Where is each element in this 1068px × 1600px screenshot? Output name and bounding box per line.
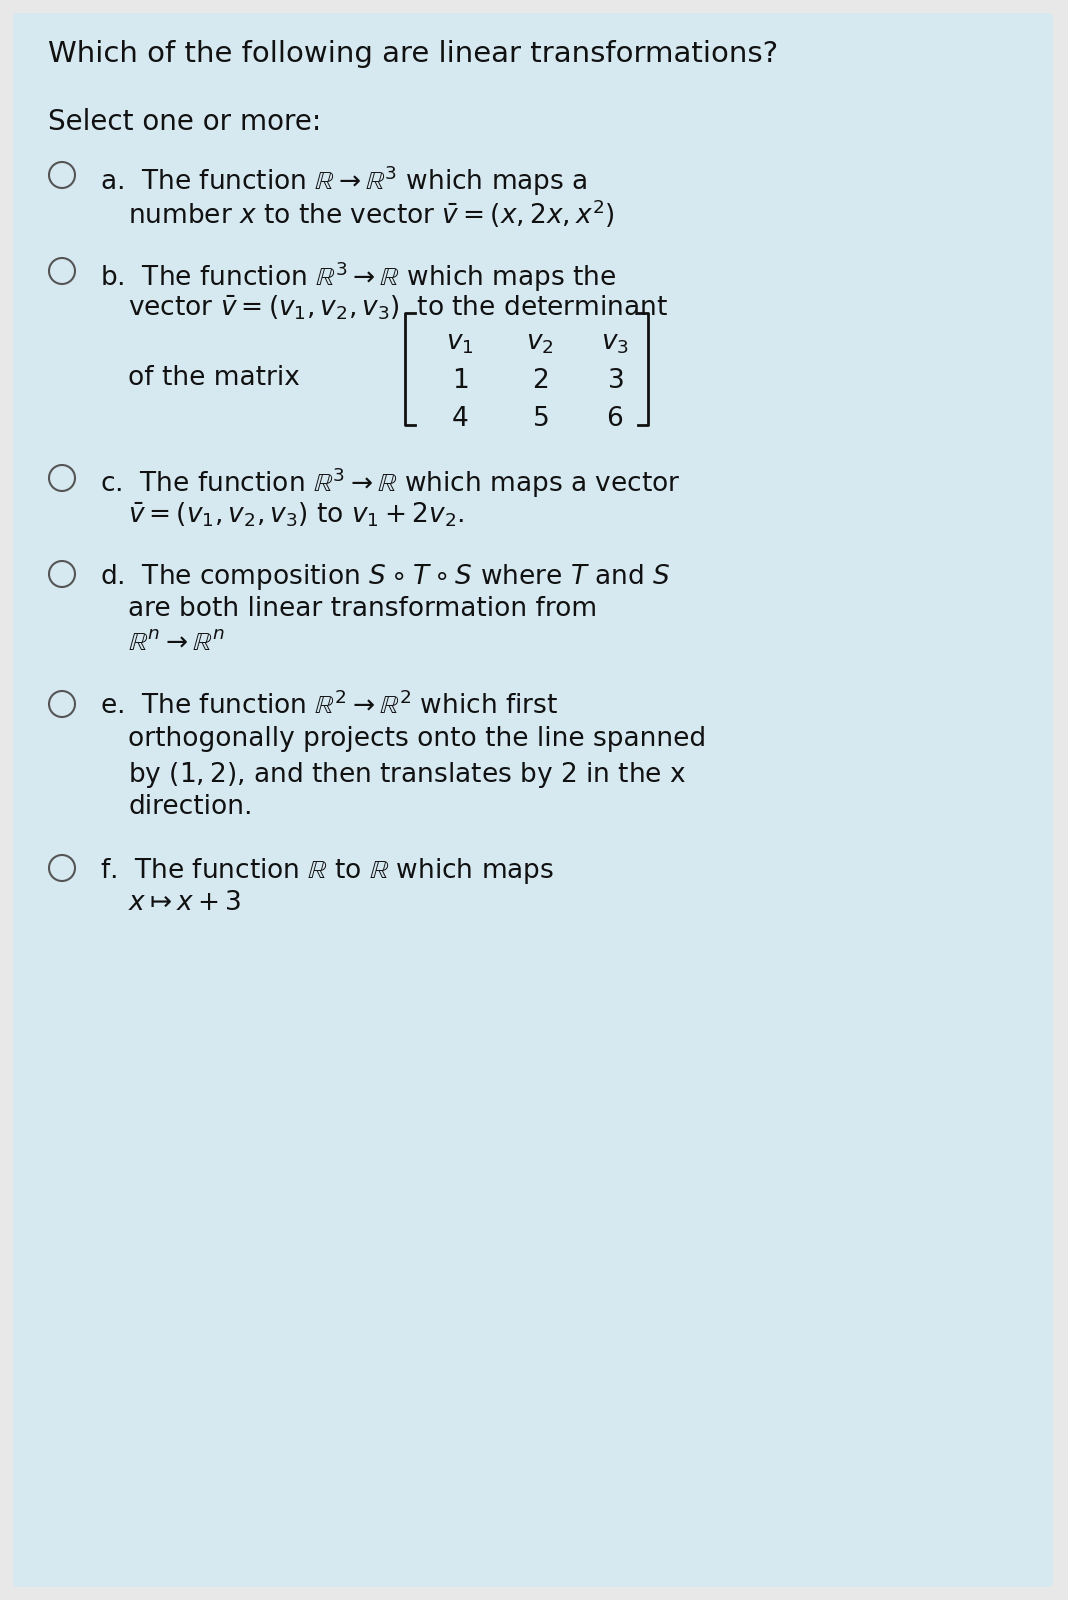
Text: f.  The function $\mathbb{R}$ to $\mathbb{R}$ which maps: f. The function $\mathbb{R}$ to $\mathbb… [100,856,554,886]
Text: $\mathbb{R}^n \rightarrow \mathbb{R}^n$: $\mathbb{R}^n \rightarrow \mathbb{R}^n$ [128,630,224,656]
Text: of the matrix: of the matrix [128,365,300,390]
Text: $v_1$: $v_1$ [446,330,474,357]
Text: vector $\bar{v} = (v_1, v_2, v_3)$  to the determinant: vector $\bar{v} = (v_1, v_2, v_3)$ to th… [128,293,668,322]
Text: c.  The function $\mathbb{R}^3 \rightarrow \mathbb{R}$ which maps a vector: c. The function $\mathbb{R}^3 \rightarro… [100,466,680,501]
Text: $3$: $3$ [607,368,624,394]
Text: Select one or more:: Select one or more: [48,109,321,136]
Text: by $(1, 2)$, and then translates by 2 in the x: by $(1, 2)$, and then translates by 2 in… [128,760,687,790]
Text: $x \mapsto x + 3$: $x \mapsto x + 3$ [128,890,241,915]
Text: Which of the following are linear transformations?: Which of the following are linear transf… [48,40,779,67]
Text: a.  The function $\mathbb{R} \rightarrow \mathbb{R}^3$ which maps a: a. The function $\mathbb{R} \rightarrow … [100,163,587,197]
Text: are both linear transformation from: are both linear transformation from [128,595,597,622]
Text: d.  The composition $S \circ T \circ S$ where $T$ and $S$: d. The composition $S \circ T \circ S$ w… [100,562,671,592]
Text: $5$: $5$ [532,406,548,432]
Text: $6$: $6$ [607,406,624,432]
Text: direction.: direction. [128,794,252,819]
FancyBboxPatch shape [13,13,1053,1587]
Text: $2$: $2$ [532,368,548,394]
Text: e.  The function $\mathbb{R}^2 \rightarrow \mathbb{R}^2$ which first: e. The function $\mathbb{R}^2 \rightarro… [100,691,559,720]
Text: b.  The function $\mathbb{R}^3 \rightarrow \mathbb{R}$ which maps the: b. The function $\mathbb{R}^3 \rightarro… [100,259,616,293]
Text: $4$: $4$ [452,406,469,432]
Text: number $x$ to the vector $\bar{v} = (x, 2x, x^2)$: number $x$ to the vector $\bar{v} = (x, … [128,197,614,229]
Text: orthogonally projects onto the line spanned: orthogonally projects onto the line span… [128,726,706,752]
Text: $\bar{v} = (v_1, v_2, v_3)$ to $v_1 + 2v_2$.: $\bar{v} = (v_1, v_2, v_3)$ to $v_1 + 2v… [128,499,465,530]
Text: $1$: $1$ [452,368,468,394]
Text: $v_3$: $v_3$ [601,330,629,357]
Text: $v_2$: $v_2$ [527,330,554,357]
